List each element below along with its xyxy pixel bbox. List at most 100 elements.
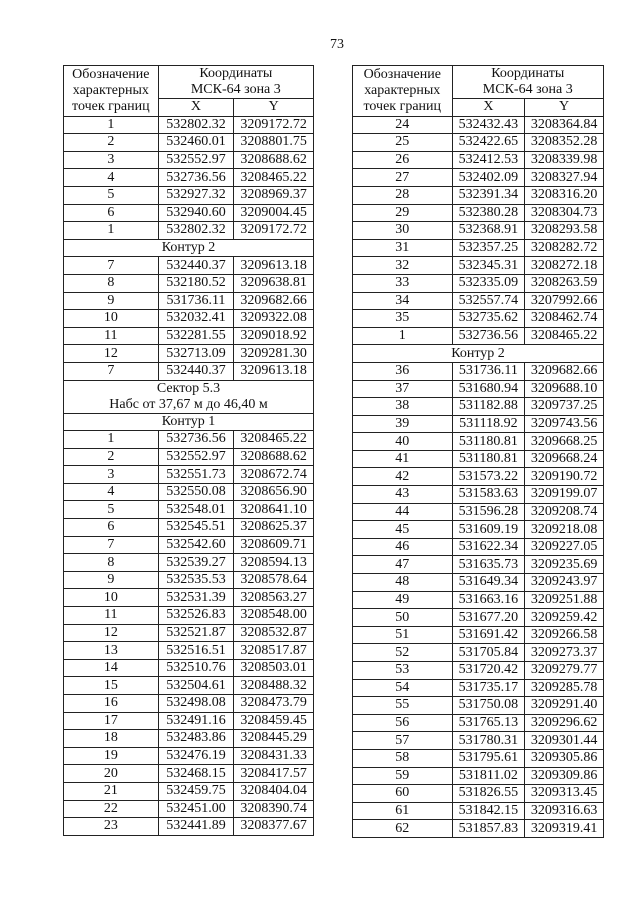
- x-coordinate: 532548.01: [157, 500, 235, 520]
- y-coordinate: 3208263.59: [524, 273, 604, 293]
- point-number: 53: [352, 661, 453, 680]
- point-number: 48: [352, 573, 453, 592]
- x-coordinate: 532440.37: [157, 256, 235, 275]
- y-coordinate: 3208578.64: [233, 570, 314, 590]
- point-number: 23: [63, 817, 159, 836]
- y-coordinate: 3208404.04: [233, 781, 314, 801]
- table-row: 44 531596.28 3209208.74: [352, 502, 604, 522]
- y-coordinate: 3208688.62: [233, 150, 314, 170]
- table-row: 45 531609.19 3209218.08: [352, 520, 604, 539]
- table-row: 8 532180.52 3209638.81: [63, 273, 314, 293]
- point-number: 3: [63, 150, 159, 170]
- section-line: Контур 1: [161, 413, 216, 429]
- point-number: 18: [63, 729, 159, 748]
- coordinates-table-right: Обозначение характерных точек границ Коорди…: [352, 65, 605, 838]
- y-coordinate: 3208465.22: [233, 430, 314, 449]
- x-coordinate: 532736.56: [157, 168, 235, 187]
- table-row: 5 532548.01 3208641.10: [63, 500, 314, 520]
- point-number: 29: [352, 203, 453, 223]
- y-coordinate: 3209018.92: [233, 326, 314, 346]
- point-number: 1: [63, 430, 159, 449]
- table-row: 52 531705.84 3209273.37: [352, 643, 604, 662]
- x-coordinate: 532368.91: [451, 221, 526, 240]
- point-number: 7: [63, 361, 159, 381]
- x-coordinate: 531736.11: [157, 291, 235, 311]
- x-coordinate: 531705.84: [451, 643, 526, 662]
- y-coordinate: 3208969.37: [233, 185, 314, 205]
- y-coordinate: 3209688.10: [524, 379, 604, 399]
- y-coordinate: 3208563.27: [233, 588, 314, 608]
- table-row: 48 531649.34 3209243.97: [352, 573, 604, 592]
- section-row: Контур 1: [63, 412, 314, 432]
- point-number: 28: [352, 185, 453, 205]
- x-coordinate: 531780.31: [451, 731, 526, 750]
- point-number: 22: [63, 799, 159, 819]
- table-row: 40 531180.81 3209668.25: [352, 432, 604, 451]
- y-coordinate: 3209613.18: [233, 361, 314, 381]
- x-coordinate: 532032.41: [157, 309, 235, 328]
- x-coordinate: 531720.42: [451, 661, 526, 680]
- point-number: 34: [352, 291, 453, 311]
- section-label: Контур 2: [352, 344, 604, 363]
- y-coordinate: 3208377.67: [233, 817, 314, 836]
- coords-header-line: МСК-64 зона 3: [482, 82, 573, 97]
- point-number: 55: [352, 696, 453, 715]
- point-number: 3: [63, 465, 159, 484]
- x-coordinate: 532552.97: [157, 447, 235, 467]
- point-number: 5: [63, 185, 159, 205]
- point-number: 25: [352, 133, 453, 152]
- point-number: 6: [63, 203, 159, 223]
- x-coordinate: 532391.34: [451, 185, 526, 205]
- x-coordinate: 532451.00: [157, 799, 235, 819]
- table-row: 47 531635.73 3209235.69: [352, 555, 604, 575]
- table-row: 60 531826.55 3209313.45: [352, 784, 604, 803]
- x-coordinate: 532557.74: [451, 291, 526, 311]
- x-coordinate: 532468.15: [157, 764, 235, 783]
- x-coordinate: 531691.42: [451, 625, 526, 645]
- x-coordinate: 532459.75: [157, 781, 235, 801]
- y-coordinate: 3208327.94: [524, 168, 604, 187]
- section-label: Контур 1: [63, 412, 314, 432]
- point-number: 6: [63, 518, 159, 537]
- x-coordinate: 532535.53: [157, 570, 235, 590]
- y-coordinate: 3209199.07: [524, 485, 604, 504]
- table-row: 3 532551.73 3208672.74: [63, 465, 314, 484]
- x-coordinate: 532545.51: [157, 518, 235, 537]
- y-coordinate: 3208293.58: [524, 221, 604, 240]
- x-coordinate: 531842.15: [451, 801, 526, 821]
- x-coordinate: 531649.34: [451, 573, 526, 592]
- point-number: 44: [352, 502, 453, 522]
- table-row: 38 531182.88 3209737.25: [352, 397, 604, 416]
- coordinates-table-left: Обозначение характерных точек границ Коорди…: [63, 65, 315, 836]
- point-number: 7: [63, 535, 159, 555]
- point-number: 11: [63, 606, 159, 625]
- y-coordinate: 3208316.20: [524, 185, 604, 205]
- point-number: 8: [63, 553, 159, 572]
- point-header-line: характерных: [364, 82, 441, 98]
- x-coordinate: 532412.53: [451, 150, 526, 170]
- coords-header-line: МСК-64 зона 3: [190, 82, 281, 97]
- x-coordinate: 532476.19: [157, 746, 235, 766]
- table-row: 24 532432.43 3208364.84: [352, 115, 604, 135]
- table-row: 57 531780.31 3209301.44: [352, 731, 604, 750]
- y-coordinate: 3208282.72: [524, 238, 604, 258]
- y-coordinate: 3208656.90: [233, 482, 314, 502]
- point-number: 32: [352, 256, 453, 275]
- x-coordinate: 531680.94: [451, 379, 526, 399]
- point-number: 51: [352, 625, 453, 645]
- x-coordinate: 532516.51: [157, 641, 235, 660]
- x-coordinate: 532357.25: [451, 238, 526, 258]
- x-coordinate: 532551.73: [157, 465, 235, 484]
- section-row: Сектор 5.3 Набс от 37,67 м до 46,40 м: [63, 379, 314, 414]
- y-coordinate: 3208688.62: [233, 447, 314, 467]
- table-row: 5 532927.32 3208969.37: [63, 185, 314, 205]
- y-coordinate: 3208503.01: [233, 658, 314, 678]
- y-coordinate: 3209172.72: [233, 221, 314, 240]
- x-coordinate: 531180.81: [451, 449, 526, 469]
- table-row: 2 532460.01 3208801.75: [63, 133, 314, 152]
- y-coordinate: 3209259.42: [524, 608, 604, 627]
- table-row: 36 531736.11 3209682.66: [352, 361, 604, 381]
- x-coordinate: 531811.02: [451, 766, 526, 786]
- point-number: 8: [63, 273, 159, 293]
- point-number: 1: [63, 221, 159, 240]
